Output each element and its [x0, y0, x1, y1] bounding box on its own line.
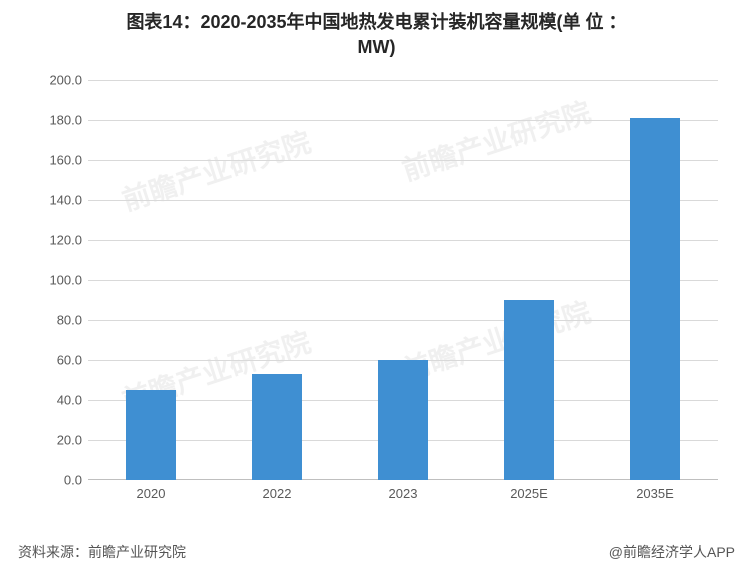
gridline: [88, 200, 718, 201]
y-tick-label: 0.0: [64, 473, 82, 488]
chart-title: 图表14：2020-2035年中国地热发电累计装机容量规模(单 位 ： MW): [0, 0, 753, 64]
chart-area: 前瞻产业研究院 前瞻产业研究院 前瞻产业研究院 前瞻产业研究院 0.020.04…: [38, 80, 728, 510]
y-tick-label: 20.0: [57, 433, 82, 448]
chart-footer: 资料来源：前瞻产业研究院 @前瞻经济学人APP: [18, 542, 735, 562]
y-tick-label: 180.0: [49, 113, 82, 128]
y-tick-label: 200.0: [49, 73, 82, 88]
bar: [252, 374, 302, 480]
gridline: [88, 320, 718, 321]
x-tick-label: 2023: [389, 486, 418, 501]
y-tick-label: 140.0: [49, 193, 82, 208]
watermark: 前瞻产业研究院: [397, 91, 596, 190]
x-tick-label: 2025E: [510, 486, 548, 501]
watermark: 前瞻产业研究院: [117, 121, 316, 220]
bar: [630, 118, 680, 480]
x-tick-label: 2020: [137, 486, 166, 501]
attribution-label: @前瞻经济学人APP: [609, 542, 735, 562]
source-label: 资料来源：前瞻产业研究院: [18, 542, 186, 562]
y-tick-label: 60.0: [57, 353, 82, 368]
y-tick-label: 80.0: [57, 313, 82, 328]
title-line2: MW): [358, 37, 396, 57]
plot-region: 前瞻产业研究院 前瞻产业研究院 前瞻产业研究院 前瞻产业研究院 0.020.04…: [88, 80, 718, 480]
title-line1: 图表14：2020-2035年中国地热发电累计装机容量规模(单 位 ：: [126, 12, 626, 32]
bar: [504, 300, 554, 480]
gridline: [88, 80, 718, 81]
gridline: [88, 160, 718, 161]
y-tick-label: 100.0: [49, 273, 82, 288]
gridline: [88, 120, 718, 121]
bar: [126, 390, 176, 480]
gridline: [88, 280, 718, 281]
x-tick-label: 2035E: [636, 486, 674, 501]
y-tick-label: 160.0: [49, 153, 82, 168]
y-tick-label: 120.0: [49, 233, 82, 248]
y-tick-label: 40.0: [57, 393, 82, 408]
bar: [378, 360, 428, 480]
gridline: [88, 240, 718, 241]
x-tick-label: 2022: [263, 486, 292, 501]
